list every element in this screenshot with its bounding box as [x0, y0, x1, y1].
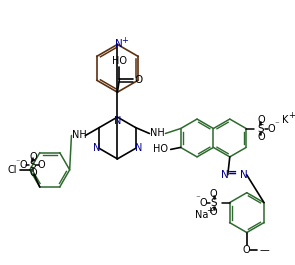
- Text: HO: HO: [153, 144, 168, 154]
- Text: O: O: [257, 132, 265, 143]
- Text: +: +: [289, 111, 295, 120]
- Text: —: —: [260, 245, 270, 255]
- Text: N: N: [93, 143, 100, 153]
- Text: O: O: [200, 198, 207, 208]
- Text: O: O: [19, 160, 27, 170]
- Text: N: N: [114, 39, 122, 50]
- Text: K: K: [282, 114, 288, 125]
- Text: O: O: [257, 114, 265, 125]
- Text: S: S: [258, 123, 264, 134]
- Text: O: O: [243, 245, 250, 255]
- Text: O: O: [210, 189, 217, 199]
- Text: O: O: [210, 207, 217, 217]
- Text: NH: NH: [72, 130, 87, 140]
- Text: Cl: Cl: [7, 165, 17, 175]
- Text: N: N: [135, 143, 142, 153]
- Text: O: O: [29, 168, 37, 178]
- Text: S: S: [30, 160, 36, 170]
- Text: O: O: [134, 75, 142, 85]
- Text: N: N: [221, 170, 229, 180]
- Text: HO: HO: [112, 56, 127, 66]
- Text: =: =: [228, 168, 237, 178]
- Text: O: O: [29, 152, 37, 162]
- Text: ⁻: ⁻: [275, 120, 279, 129]
- Text: N: N: [240, 170, 248, 180]
- Text: O: O: [38, 160, 46, 170]
- Text: ⁻: ⁻: [16, 158, 20, 167]
- Text: O: O: [267, 123, 275, 134]
- Text: N: N: [114, 116, 121, 126]
- Text: Na: Na: [195, 210, 208, 220]
- Text: S: S: [210, 198, 217, 208]
- Text: +: +: [206, 206, 213, 215]
- Text: +: +: [121, 36, 128, 45]
- Text: ⁻: ⁻: [195, 194, 200, 203]
- Text: NH: NH: [150, 129, 165, 139]
